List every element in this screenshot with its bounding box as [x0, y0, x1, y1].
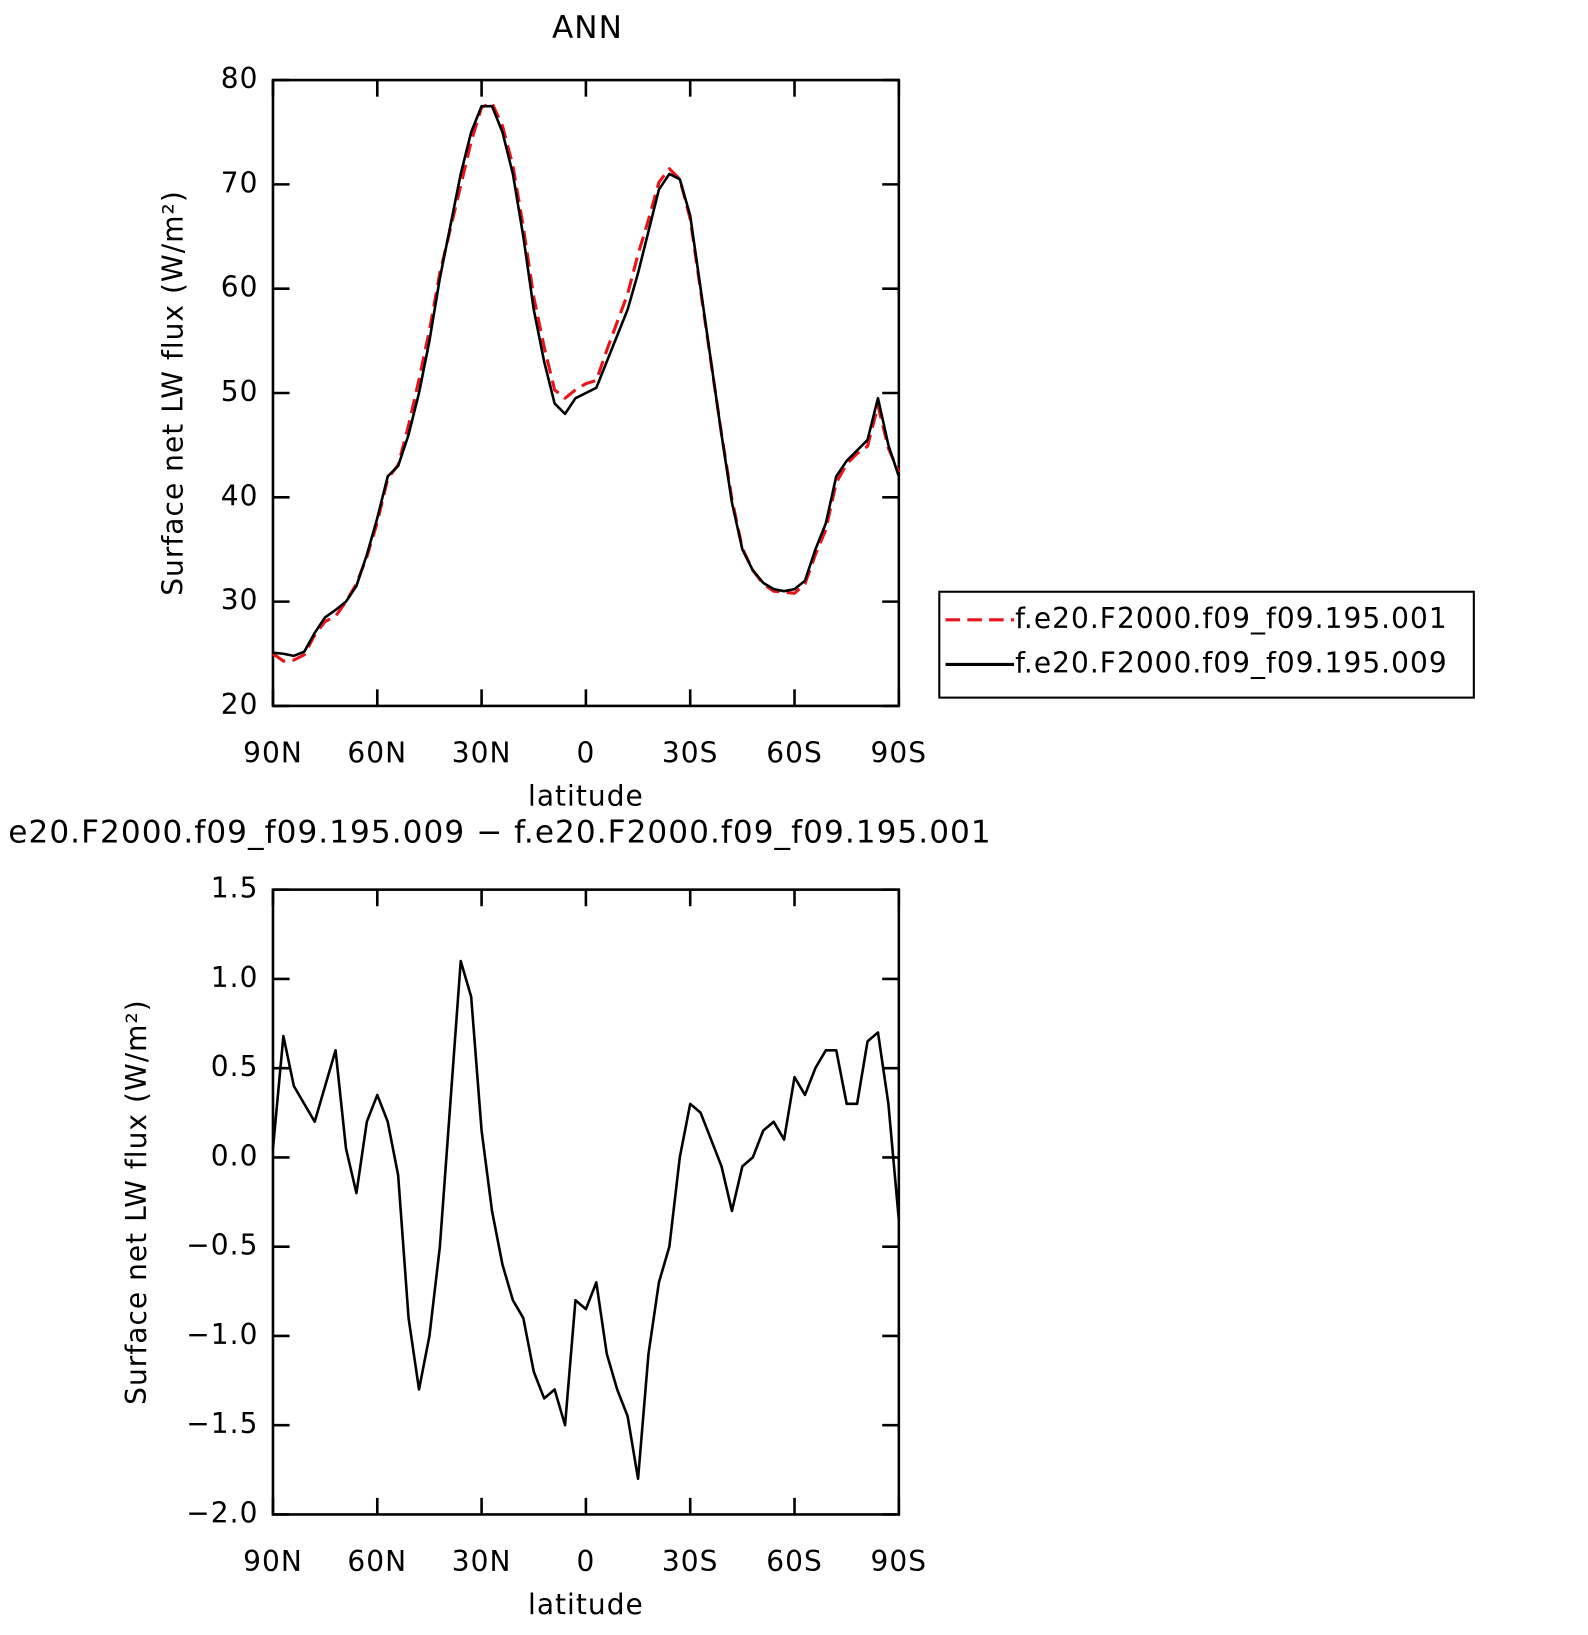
- y-tick-label: −2.0: [186, 1496, 258, 1529]
- y-tick-label: 1.5: [211, 872, 259, 905]
- x-tick-label: 90N: [243, 737, 303, 770]
- x-tick-label: 30S: [662, 1545, 719, 1578]
- x-tick-label: 60N: [347, 1545, 407, 1578]
- series-line: [272, 101, 901, 663]
- y-tick-label: 0.0: [211, 1139, 259, 1172]
- legend-box: [938, 590, 1475, 699]
- y-tick-label: 50: [221, 375, 259, 408]
- y-tick-label: 20: [221, 688, 259, 721]
- y-axis-label: Surface net LW flux (W/m²): [156, 190, 189, 596]
- chart-title: ANN: [552, 10, 623, 46]
- y-tick-label: −1.0: [186, 1318, 258, 1351]
- x-tick-label: 90S: [871, 1545, 928, 1578]
- y-axis-label: Surface net LW flux (W/m²): [120, 999, 153, 1405]
- x-tick-label: 30S: [662, 737, 719, 770]
- series-line: [272, 104, 901, 658]
- y-tick-label: −1.5: [186, 1407, 258, 1440]
- chart-title: e20.F2000.f09_f09.195.009 − f.e20.F2000.…: [8, 815, 991, 851]
- x-tick-label: 30N: [452, 737, 512, 770]
- x-tick-label: 60S: [766, 1545, 823, 1578]
- y-tick-label: 40: [221, 479, 259, 512]
- series-line: [271, 959, 901, 1481]
- x-tick-label: 0: [576, 1545, 595, 1578]
- x-axis-label: latitude: [528, 1588, 644, 1621]
- x-tick-label: 90N: [243, 1545, 303, 1578]
- y-tick-label: 30: [221, 584, 259, 617]
- x-tick-label: 60S: [766, 737, 823, 770]
- x-tick-label: 90S: [871, 737, 928, 770]
- x-tick-label: 30N: [452, 1545, 512, 1578]
- y-tick-label: 60: [221, 271, 259, 304]
- y-tick-label: −0.5: [186, 1229, 258, 1262]
- y-tick-label: 1.0: [211, 961, 259, 994]
- y-tick-label: 70: [221, 166, 259, 199]
- plot-frame: [271, 888, 901, 1516]
- x-tick-label: 60N: [347, 737, 407, 770]
- x-axis-label: latitude: [528, 779, 644, 812]
- y-tick-label: 80: [221, 62, 259, 95]
- y-tick-label: 0.5: [211, 1050, 259, 1083]
- legend-label: f.e20.F2000.f09_f09.195.001: [1015, 602, 1448, 635]
- x-tick-label: 0: [576, 737, 595, 770]
- legend-label: f.e20.F2000.f09_f09.195.009: [1015, 646, 1448, 679]
